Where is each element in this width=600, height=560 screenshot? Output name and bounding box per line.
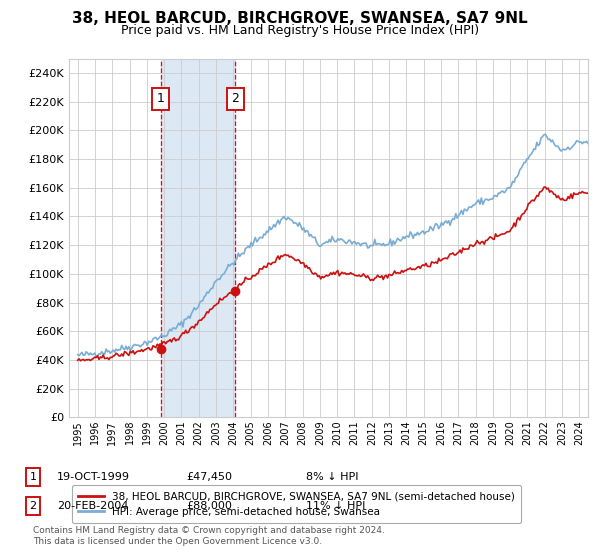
Text: 2: 2 [232, 92, 239, 105]
Text: £88,000: £88,000 [186, 501, 232, 511]
Bar [161, 59, 235, 417]
Text: 11% ↓ HPI: 11% ↓ HPI [306, 501, 365, 511]
Text: Price paid vs. HM Land Registry's House Price Index (HPI): Price paid vs. HM Land Registry's House … [121, 24, 479, 36]
Legend: 38, HEOL BARCUD, BIRCHGROVE, SWANSEA, SA7 9NL (semi-detached house), HPI: Averag: 38, HEOL BARCUD, BIRCHGROVE, SWANSEA, SA… [71, 485, 521, 523]
Text: 1: 1 [157, 92, 164, 105]
Text: 2: 2 [29, 501, 37, 511]
Text: 8% ↓ HPI: 8% ↓ HPI [306, 472, 359, 482]
Text: 1: 1 [29, 472, 37, 482]
Text: 38, HEOL BARCUD, BIRCHGROVE, SWANSEA, SA7 9NL: 38, HEOL BARCUD, BIRCHGROVE, SWANSEA, SA… [72, 11, 528, 26]
Text: 20-FEB-2004: 20-FEB-2004 [57, 501, 128, 511]
Text: Contains HM Land Registry data © Crown copyright and database right 2024.: Contains HM Land Registry data © Crown c… [33, 526, 385, 535]
Text: £47,450: £47,450 [186, 472, 232, 482]
Text: This data is licensed under the Open Government Licence v3.0.: This data is licensed under the Open Gov… [33, 538, 322, 547]
Text: 19-OCT-1999: 19-OCT-1999 [57, 472, 130, 482]
